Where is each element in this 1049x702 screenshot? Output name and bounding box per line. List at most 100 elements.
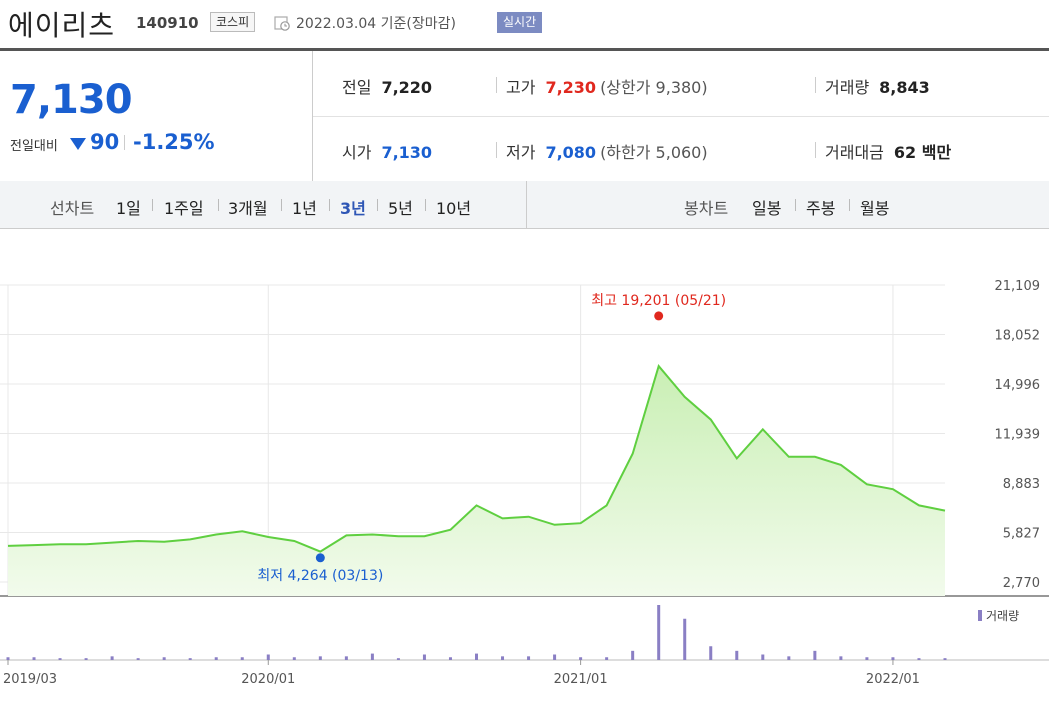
y-tick-label: 14,996 bbox=[995, 378, 1041, 393]
line-chart-label: 선차트 bbox=[50, 199, 95, 218]
volume-label: 거래량 bbox=[825, 78, 870, 97]
period-3m-button[interactable]: 3개월 bbox=[228, 199, 268, 218]
volume-bar bbox=[579, 657, 583, 660]
upper-limit: (상한가 9,380) bbox=[600, 78, 708, 97]
volume-bar bbox=[917, 658, 921, 660]
volume-bar bbox=[761, 654, 765, 660]
x-tick-label: 2021/01 bbox=[554, 672, 608, 687]
candle-daily-button[interactable]: 일봉 bbox=[752, 199, 782, 218]
volume-bar bbox=[370, 653, 374, 660]
candle-weekly-button[interactable]: 주봉 bbox=[806, 199, 836, 218]
volume-bar bbox=[787, 656, 791, 660]
volume-bar bbox=[527, 656, 531, 660]
stock-code: 140910 bbox=[136, 14, 199, 32]
volume-bar bbox=[162, 657, 166, 660]
volume-bar bbox=[631, 650, 635, 660]
stat-separator bbox=[496, 142, 497, 158]
x-tick-label: 2020/01 bbox=[241, 672, 295, 687]
stock-name: 에이리츠 bbox=[8, 9, 116, 42]
volume-bar bbox=[943, 658, 947, 660]
volume-bar bbox=[422, 654, 426, 660]
period-1w-button[interactable]: 1주일 bbox=[164, 199, 204, 218]
min-marker bbox=[315, 553, 325, 563]
volume-bar bbox=[396, 658, 400, 660]
header-divider bbox=[0, 48, 1049, 51]
period-separator bbox=[152, 199, 153, 211]
period-1d-button[interactable]: 1일 bbox=[116, 199, 141, 218]
market-badge: 코스피 bbox=[210, 12, 256, 32]
volume-bar bbox=[813, 650, 817, 660]
period-separator bbox=[281, 199, 282, 211]
open-label: 시가 bbox=[342, 143, 372, 162]
candle-chart-label: 봉차트 bbox=[684, 199, 729, 218]
stock-header: 에이리츠 140910 코스피 2022.03.04 기준(장마감) 실시간 bbox=[0, 0, 1049, 48]
prev-close-label: 전일 bbox=[342, 78, 372, 97]
volume-bar bbox=[475, 653, 478, 660]
open-value: 7,130 bbox=[381, 143, 433, 162]
price-chart: 21,10918,05214,99611,9398,8835,8272,770 … bbox=[0, 279, 1049, 687]
change-rate: -1.25% bbox=[133, 130, 215, 154]
period-bar-divider bbox=[526, 181, 527, 228]
stat-separator bbox=[815, 142, 816, 158]
amount-value: 62 백만 bbox=[893, 143, 952, 162]
y-tick-label: 11,939 bbox=[995, 428, 1041, 443]
period-separator bbox=[218, 199, 219, 211]
y-tick-label: 5,827 bbox=[1003, 527, 1040, 542]
volume-bar bbox=[865, 657, 869, 660]
x-tick-label: 2022/01 bbox=[866, 672, 920, 687]
volume-bar bbox=[32, 657, 36, 660]
lower-limit: (하한가 5,060) bbox=[600, 143, 708, 162]
stat-separator bbox=[496, 77, 497, 93]
change-value: 90 bbox=[90, 130, 120, 154]
volume-bar bbox=[84, 658, 88, 660]
volume-bar bbox=[58, 658, 62, 660]
volume-bar bbox=[891, 657, 895, 660]
quote-summary: 7,130 전일대비 90 -1.25% 전일 7,220 고가 7,230 (상한가… bbox=[0, 51, 1049, 182]
high-label: 고가 bbox=[506, 78, 536, 97]
volume-bar bbox=[266, 654, 270, 660]
date-text: 2022.03.04 기준(장마감) bbox=[296, 16, 456, 32]
high-stat: 고가 7,230 (상한가 9,380) bbox=[506, 74, 708, 98]
amount-stat: 거래대금 62 백만 bbox=[825, 139, 951, 163]
y-tick-label: 2,770 bbox=[1003, 576, 1040, 591]
realtime-button[interactable]: 실시간 bbox=[497, 12, 543, 33]
volume-bar bbox=[553, 654, 557, 660]
volume-bar bbox=[839, 656, 843, 660]
stats-row-divider bbox=[313, 116, 1049, 117]
price-area bbox=[8, 366, 945, 596]
period-separator bbox=[795, 199, 796, 211]
change-separator bbox=[124, 135, 125, 150]
volume-bar bbox=[344, 656, 348, 660]
period-1y-button[interactable]: 1년 bbox=[292, 199, 317, 218]
period-separator bbox=[425, 199, 426, 211]
low-value: 7,080 bbox=[545, 143, 597, 162]
prev-close-stat: 전일 7,220 bbox=[342, 74, 432, 98]
period-5y-button[interactable]: 5년 bbox=[388, 199, 413, 218]
period-10y-button[interactable]: 10년 bbox=[436, 199, 472, 218]
open-stat: 시가 7,130 bbox=[342, 139, 432, 163]
volume-legend: 거래량 bbox=[978, 607, 1019, 624]
volume-stat: 거래량 8,843 bbox=[825, 74, 930, 98]
volume-bar bbox=[188, 658, 192, 660]
max-marker bbox=[654, 311, 664, 321]
clock-icon bbox=[274, 15, 290, 31]
max-label: 최고 19,201 (05/21) bbox=[591, 293, 726, 309]
volume-bar bbox=[657, 605, 661, 660]
candle-monthly-button[interactable]: 월봉 bbox=[860, 199, 890, 218]
period-separator bbox=[377, 199, 378, 211]
volume-legend-swatch bbox=[978, 610, 982, 621]
period-3y-button[interactable]: 3년 bbox=[340, 199, 366, 218]
stat-separator bbox=[815, 77, 816, 93]
low-stat: 저가 7,080 (하한가 5,060) bbox=[506, 139, 708, 163]
x-tick-label: 2019/03 bbox=[3, 672, 57, 687]
volume-legend-label: 거래량 bbox=[986, 609, 1020, 623]
period-separator bbox=[849, 199, 850, 211]
current-price: 7,130 bbox=[10, 77, 133, 123]
volume-bar bbox=[318, 656, 322, 660]
period-selector-bar: 선차트 1일 1주일 3개월 1년 3년 5년 10년 봉차트 일봉 주봉 월봉 bbox=[0, 181, 1049, 229]
down-triangle-icon bbox=[69, 136, 87, 155]
volume-bar bbox=[683, 618, 687, 660]
volume-bar bbox=[605, 657, 609, 660]
volume-bar bbox=[709, 646, 713, 660]
y-tick-label: 8,883 bbox=[1003, 477, 1040, 492]
